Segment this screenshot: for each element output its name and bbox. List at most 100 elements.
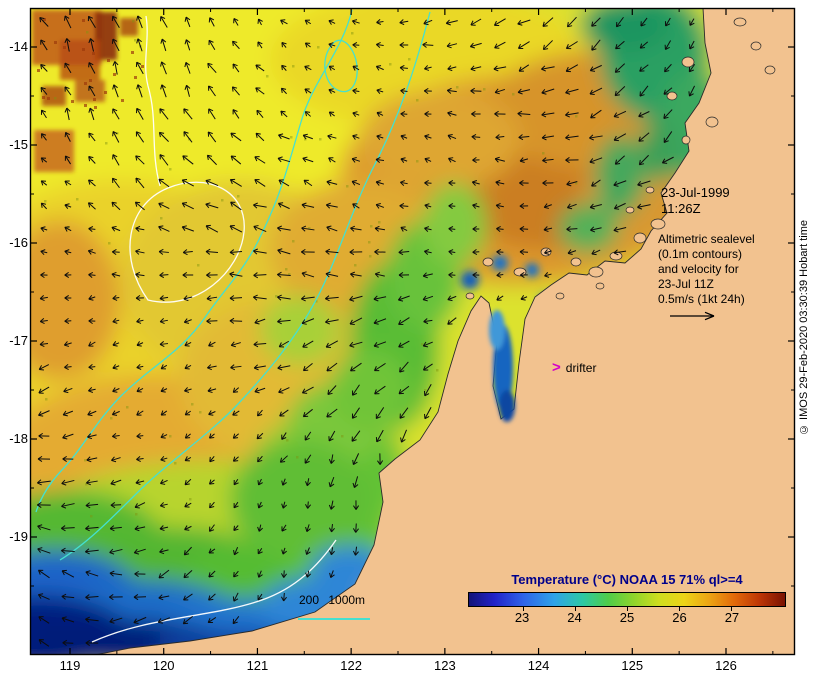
- velocity-vector: [373, 341, 387, 348]
- velocity-vector: [38, 639, 50, 647]
- velocity-vector: [158, 202, 170, 210]
- y-tick-label: -19: [9, 529, 28, 544]
- velocity-vector: [135, 131, 145, 143]
- velocity-vector: [302, 362, 313, 372]
- velocity-vector: [135, 177, 145, 189]
- velocity-vector: [494, 156, 505, 163]
- velocity-vector: [232, 387, 240, 393]
- velocity-vector: [229, 295, 243, 302]
- velocity-vector: [281, 64, 287, 71]
- velocity-vector: [160, 456, 168, 462]
- velocity-vector: [232, 40, 240, 50]
- velocity-vector: [88, 226, 96, 233]
- velocity-vector: [40, 249, 48, 256]
- velocity-vector: [280, 110, 288, 118]
- velocity-vector: [160, 479, 168, 485]
- velocity-vector: [422, 41, 434, 48]
- velocity-vector: [182, 155, 194, 165]
- velocity-vector: [376, 18, 384, 25]
- velocity-vector: [133, 548, 146, 555]
- velocity-vector: [591, 179, 601, 187]
- velocity-vector: [64, 180, 72, 186]
- velocity-vector: [184, 478, 192, 486]
- island: [705, 116, 719, 128]
- velocity-vector: [64, 155, 72, 165]
- velocity-vector: [184, 84, 191, 97]
- velocity-vector: [160, 16, 168, 28]
- velocity-vector: [328, 65, 336, 71]
- velocity-vector: [111, 201, 121, 211]
- velocity-vector: [302, 340, 314, 348]
- velocity-vector: [159, 525, 169, 532]
- x-tick-label: 122: [340, 658, 362, 673]
- island: [595, 282, 605, 290]
- velocity-vector: [277, 364, 291, 371]
- velocity-vector: [591, 39, 601, 51]
- velocity-vector: [88, 387, 96, 393]
- velocity-vector: [182, 271, 194, 279]
- velocity-vector: [520, 271, 528, 279]
- velocity-vector: [470, 87, 482, 94]
- velocity-vector: [229, 271, 243, 278]
- velocity-vector: [352, 500, 360, 510]
- velocity-vector: [424, 179, 432, 187]
- velocity-vector: [182, 615, 193, 625]
- velocity-vector: [565, 111, 579, 118]
- velocity-vector: [233, 501, 239, 509]
- velocity-vector: [664, 40, 672, 50]
- velocity-vector: [374, 248, 386, 255]
- note-line: Altimetric sealevel: [658, 232, 755, 246]
- y-tick-label: -17: [9, 333, 28, 348]
- velocity-vector: [205, 202, 219, 209]
- velocity-vector: [111, 177, 120, 189]
- velocity-vector: [422, 341, 433, 348]
- note-line: 23-Jul 11Z: [658, 277, 714, 291]
- velocity-vector: [257, 570, 263, 578]
- velocity-vector: [471, 180, 480, 186]
- velocity-vector: [134, 570, 146, 577]
- velocity-vector: [233, 18, 239, 26]
- velocity-vector: [328, 42, 336, 49]
- velocity-vector: [399, 41, 409, 49]
- velocity-vector: [542, 40, 553, 51]
- velocity-vector: [328, 430, 336, 442]
- velocity-vector: [37, 524, 51, 531]
- velocity-vector: [496, 295, 504, 301]
- velocity-vector: [281, 524, 287, 532]
- velocity-vector: [424, 407, 432, 420]
- velocity-vector: [182, 249, 193, 256]
- velocity-vector: [37, 501, 51, 508]
- velocity-vector: [230, 201, 242, 211]
- velocity-vector: [184, 410, 192, 416]
- velocity-vector: [184, 16, 191, 28]
- island: [555, 292, 565, 300]
- velocity-vector: [279, 455, 288, 463]
- velocity-vector: [613, 180, 627, 187]
- velocity-vector: [328, 19, 336, 25]
- velocity-vector: [305, 478, 311, 487]
- velocity-vector: [136, 15, 143, 29]
- velocity-vector: [253, 341, 267, 348]
- velocity-vector: [158, 131, 169, 142]
- velocity-vector: [229, 178, 242, 187]
- velocity-vector: [352, 384, 360, 396]
- velocity-vector: [422, 295, 434, 302]
- note-line: (0.1m contours): [658, 247, 743, 261]
- velocity-vector: [350, 271, 362, 278]
- velocity-vector: [305, 501, 312, 509]
- velocity-vector: [400, 111, 408, 118]
- velocity-vector: [566, 226, 578, 233]
- bathymetry-legend-line: [298, 618, 370, 620]
- velocity-vector: [86, 479, 98, 486]
- velocity-vector: [350, 362, 362, 372]
- velocity-vector: [257, 18, 263, 26]
- velocity-vector: [88, 318, 96, 325]
- velocity-vector: [424, 65, 432, 71]
- velocity-vector: [541, 134, 555, 141]
- x-tick-label: 126: [715, 658, 737, 673]
- velocity-vector: [400, 429, 407, 443]
- velocity-vector: [422, 363, 433, 371]
- velocity-vector: [253, 272, 267, 279]
- velocity-vector: [160, 433, 168, 439]
- velocity-vector: [133, 616, 147, 624]
